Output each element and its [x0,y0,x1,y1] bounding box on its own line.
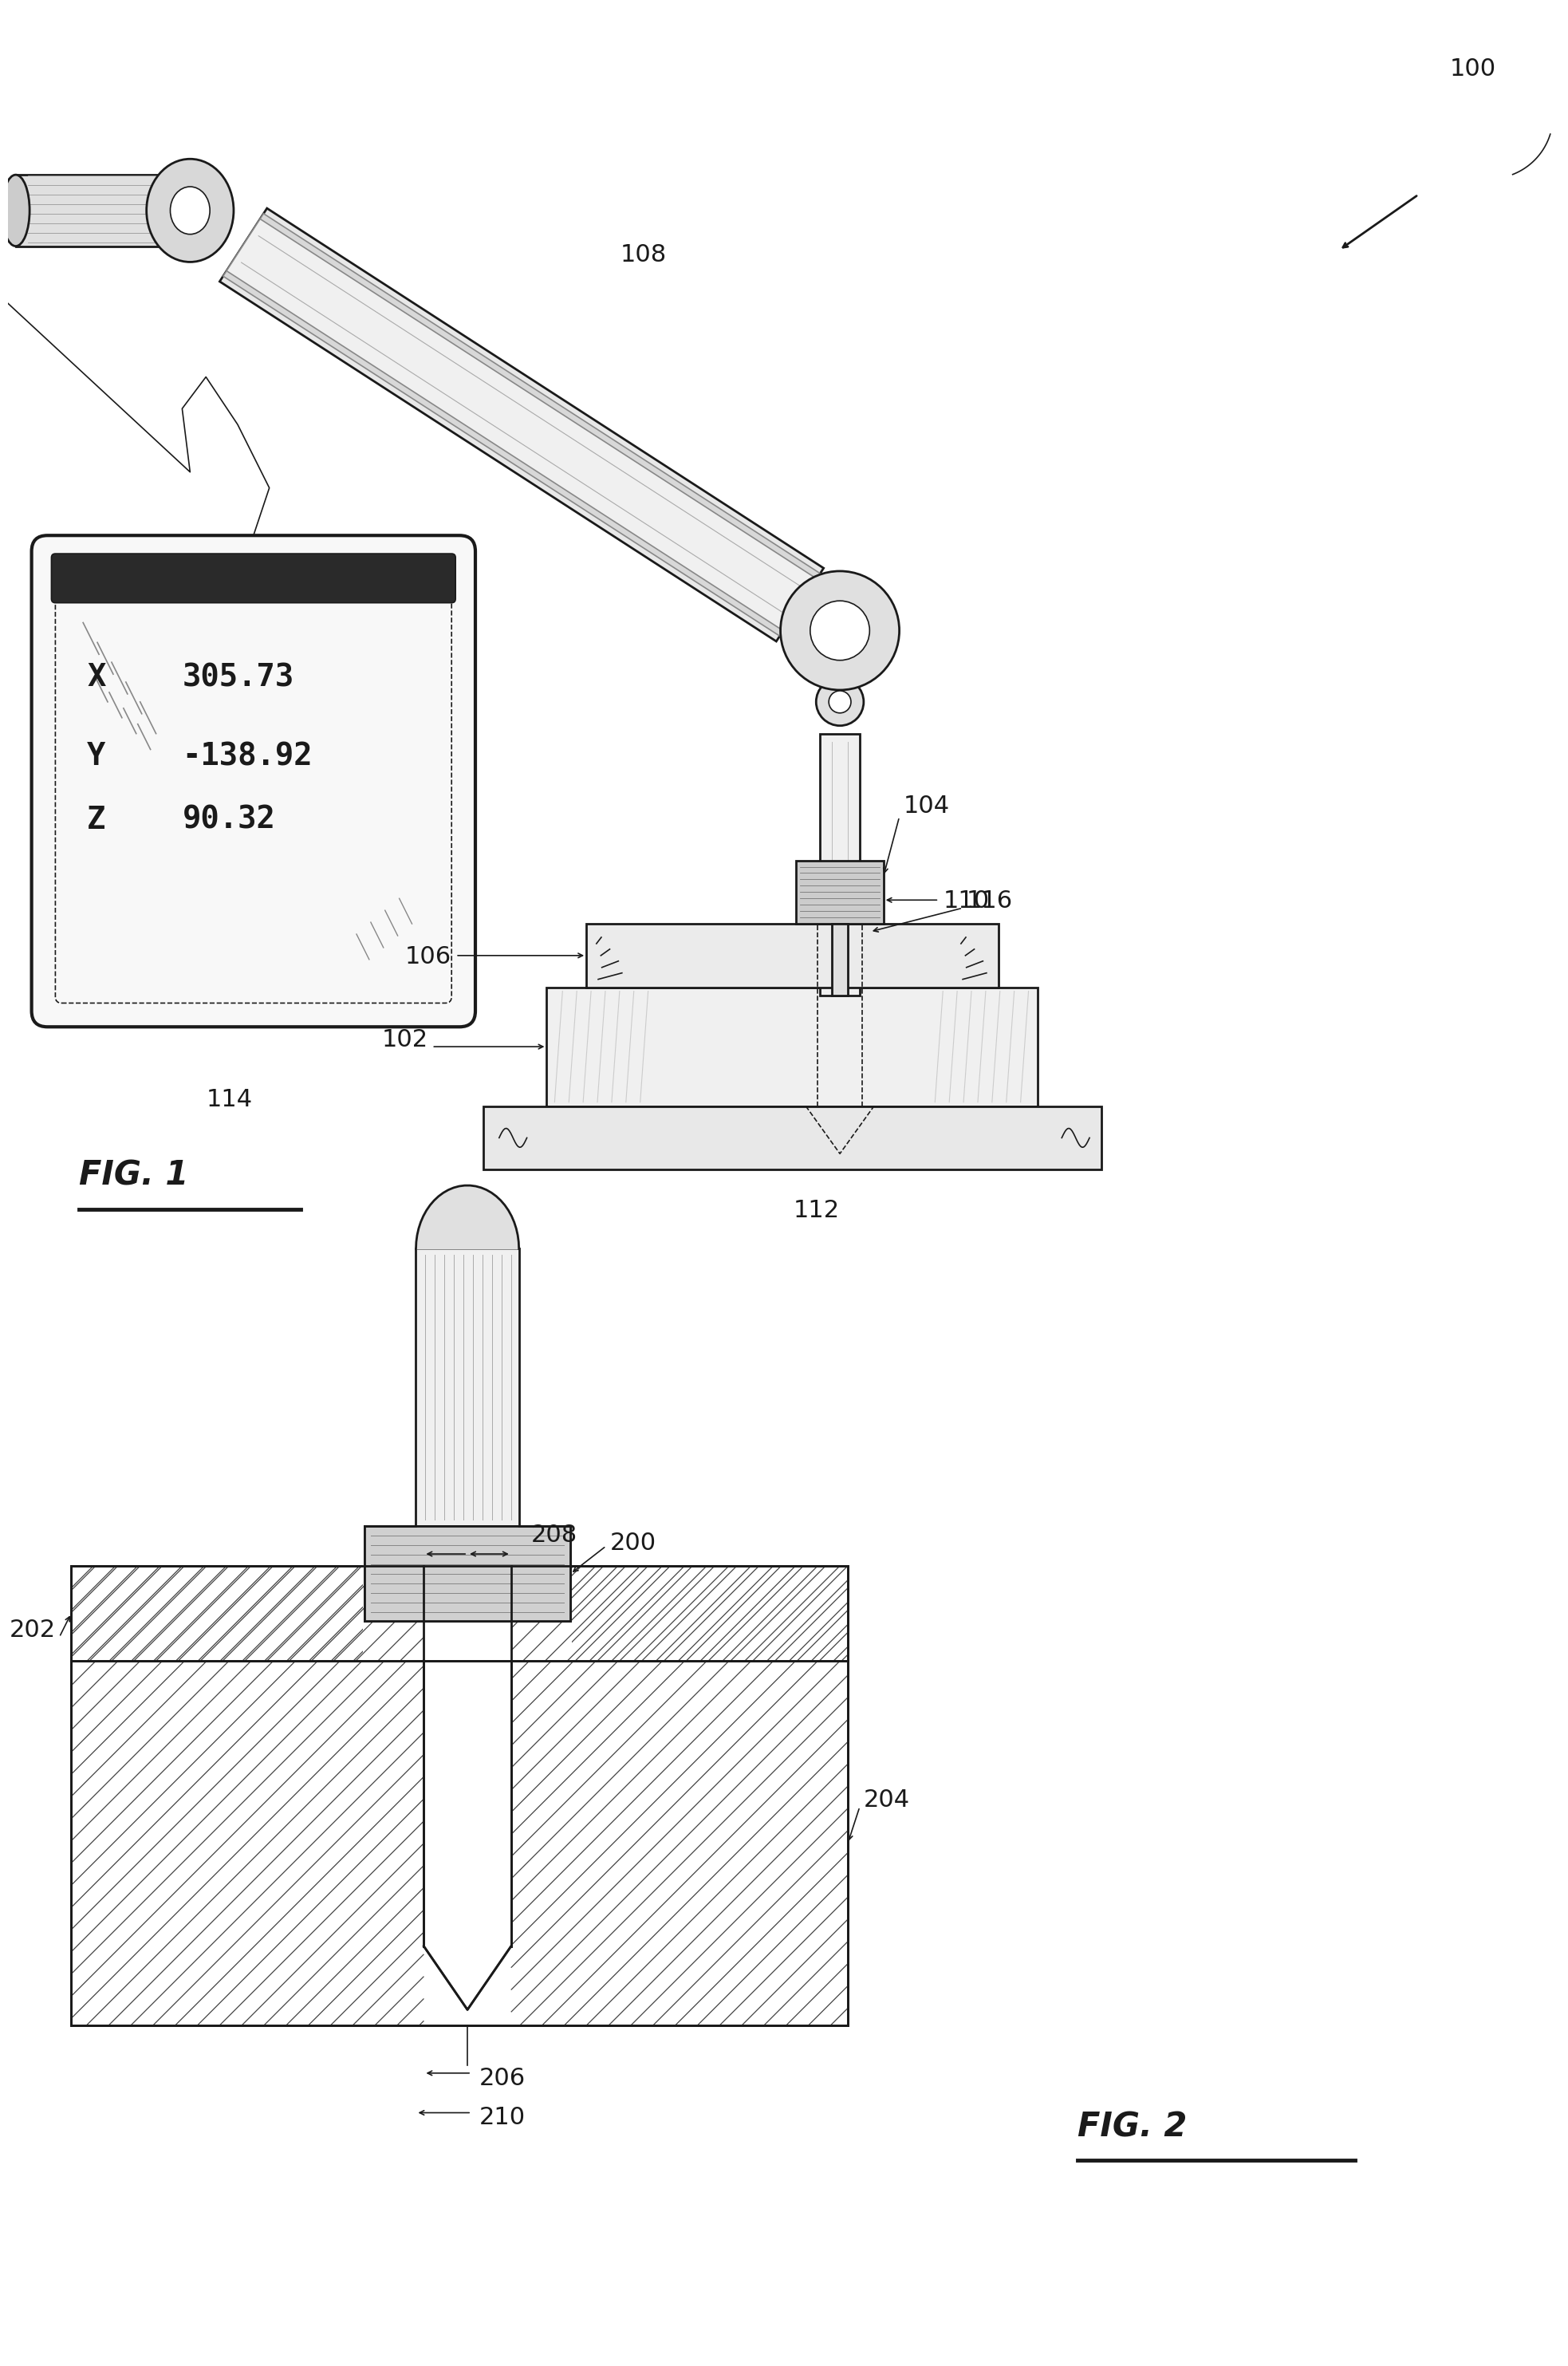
Polygon shape [226,220,817,632]
Text: 204: 204 [864,1789,909,1812]
Bar [833,923,848,996]
Polygon shape [220,208,823,641]
Text: 202: 202 [9,1618,55,1642]
Bar [71,1566,848,1661]
Text: 110: 110 [942,890,989,913]
Ellipse shape [829,691,851,712]
FancyBboxPatch shape [31,535,475,1027]
Text: Y: Y [88,741,105,771]
Text: 106: 106 [405,944,452,968]
Text: Z: Z [88,804,105,835]
Bar [483,1107,1101,1169]
Text: 90.32: 90.32 [182,804,276,835]
Text: 108: 108 [619,244,666,267]
Text: FIG. 1: FIG. 1 [78,1159,188,1192]
Text: 102: 102 [381,1029,428,1051]
Bar [362,1564,572,1663]
FancyBboxPatch shape [52,554,456,603]
Text: 210: 210 [480,2106,525,2129]
Text: 104: 104 [903,795,950,819]
Bar [71,1661,848,2025]
Polygon shape [223,213,820,636]
Text: X: X [88,662,105,693]
Bar [71,1566,848,1661]
Text: 206: 206 [480,2066,525,2089]
Bar [423,1564,511,1663]
Ellipse shape [781,570,900,691]
Bar [364,1526,571,1621]
Ellipse shape [171,187,210,234]
Text: 112: 112 [793,1200,839,1221]
Ellipse shape [146,159,234,263]
Text: 116: 116 [967,890,1013,913]
Text: 100: 100 [1450,57,1496,80]
Text: -138.92: -138.92 [182,741,312,771]
Ellipse shape [811,601,870,660]
Bar [71,1661,848,2025]
Ellipse shape [815,679,864,726]
Text: 114: 114 [205,1088,252,1112]
Text: 305.73: 305.73 [182,662,295,693]
Polygon shape [416,1185,519,1249]
Bar [820,733,859,996]
Bar [364,1526,571,1621]
Text: 208: 208 [532,1524,577,1547]
Text: FIG. 2: FIG. 2 [1077,2110,1187,2144]
Bar [586,923,999,987]
Text: 200: 200 [610,1531,657,1554]
Bar [797,861,883,923]
Bar [547,987,1038,1107]
Bar [16,175,190,246]
Polygon shape [423,1661,511,2009]
Bar [416,1249,519,1526]
Ellipse shape [2,175,30,246]
